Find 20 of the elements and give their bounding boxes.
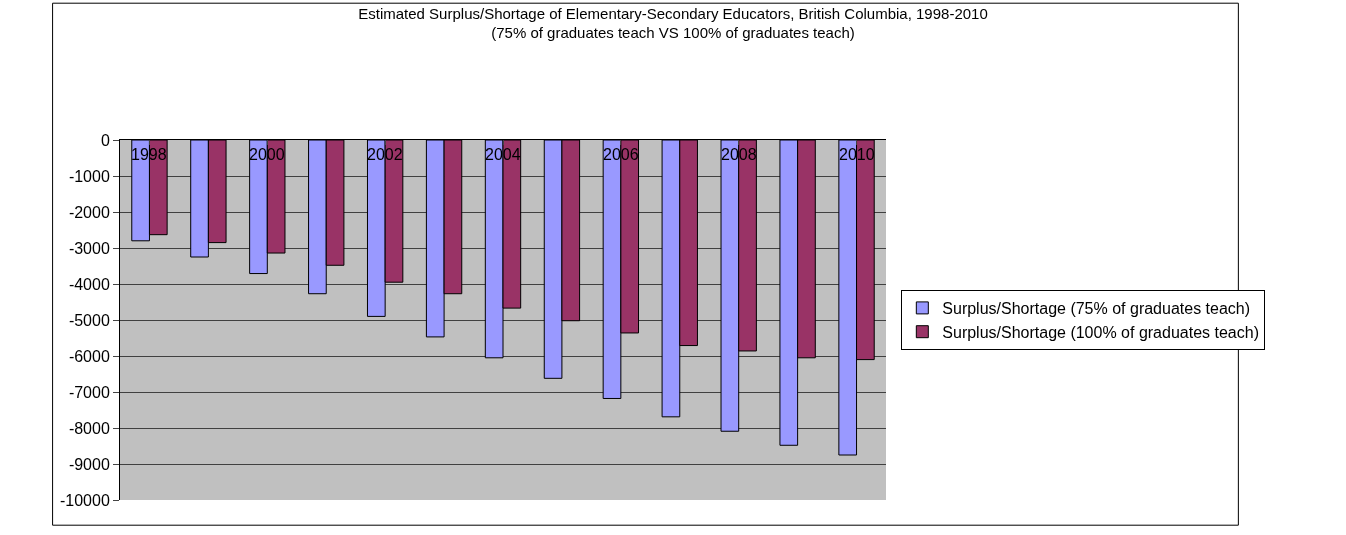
x-tick-label: 1998 <box>131 146 167 163</box>
y-tick-label: -8000 <box>68 419 110 437</box>
legend-label: Surplus/Shortage (75% of graduates teach) <box>942 300 1251 318</box>
y-tick-label: -6000 <box>68 347 110 365</box>
x-tick-label: 2000 <box>249 146 285 163</box>
x-tick-label: 2002 <box>367 146 403 163</box>
chart-subtitle: (75% of graduates teach VS 100% of graduates teach) <box>491 24 855 42</box>
x-tick-label: 2006 <box>603 146 639 163</box>
chart-title: Estimated Surplus/Shortage of Elementary-Secondary Educators, British Columbia, 1998-2010 <box>358 4 988 22</box>
y-tick-label: -7000 <box>68 383 110 401</box>
y-tick-label: 0 <box>100 131 110 149</box>
y-tick-label: -9000 <box>68 455 110 473</box>
legend-label: Surplus/Shortage (100% of graduates teach) <box>942 323 1259 341</box>
y-tick-label: -1000 <box>68 167 110 185</box>
y-tick-label: -10000 <box>59 491 110 509</box>
x-tick-label: 2004 <box>485 146 521 163</box>
y-tick-label: -4000 <box>68 275 110 293</box>
y-tick-label: -5000 <box>68 311 110 329</box>
y-tick-label: -3000 <box>68 239 110 257</box>
y-tick-label: -2000 <box>68 203 110 221</box>
